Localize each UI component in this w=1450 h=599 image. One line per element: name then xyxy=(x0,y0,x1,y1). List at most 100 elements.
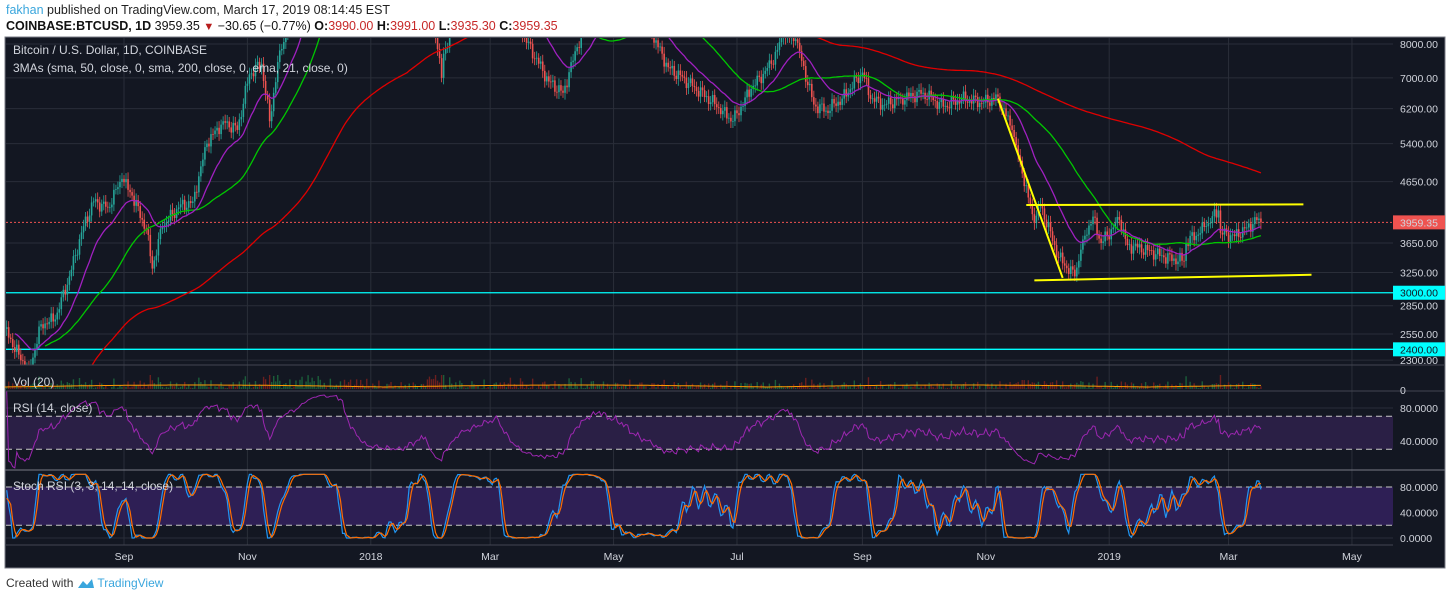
volume-bar xyxy=(36,385,38,389)
volume-bar xyxy=(487,386,489,389)
candle xyxy=(997,94,999,97)
volume-bar xyxy=(121,386,123,389)
volume-bar xyxy=(1201,381,1203,389)
volume-bar xyxy=(1110,381,1112,389)
volume-bar xyxy=(167,387,170,389)
candle xyxy=(780,38,783,43)
price-change: −30.65 (−0.77%) xyxy=(217,19,311,33)
volume-bar xyxy=(1219,375,1222,389)
volume-bar xyxy=(1055,380,1058,389)
horizontal-line-price-tag xyxy=(1393,285,1445,300)
volume-bar xyxy=(165,386,168,389)
candle xyxy=(1209,223,1212,224)
volume-bar xyxy=(1223,384,1226,389)
candle xyxy=(1183,260,1185,262)
candle xyxy=(189,201,192,203)
volume-bar xyxy=(552,387,554,389)
candle xyxy=(1011,125,1013,130)
candle xyxy=(1223,228,1226,235)
volume-bar xyxy=(582,388,584,389)
candle xyxy=(448,38,451,48)
volume-bar xyxy=(1130,382,1133,389)
candle xyxy=(537,57,540,64)
trendline[interactable] xyxy=(1034,273,1312,282)
trendlines[interactable] xyxy=(996,98,1312,282)
candle xyxy=(527,41,530,43)
candle xyxy=(875,96,878,102)
volume-bar xyxy=(463,387,465,389)
candle xyxy=(250,73,253,75)
volume-bar xyxy=(568,378,570,389)
volume-bar xyxy=(1203,385,1205,389)
volume-bar xyxy=(1082,381,1084,389)
candle xyxy=(214,130,216,135)
candle xyxy=(906,92,908,101)
candle xyxy=(673,65,676,76)
candle xyxy=(891,104,894,109)
candle xyxy=(1080,249,1082,261)
candle xyxy=(697,90,700,97)
volume-bar xyxy=(137,384,139,389)
candle xyxy=(978,102,981,108)
candle xyxy=(625,0,627,1)
candle xyxy=(96,199,99,203)
candle xyxy=(220,124,222,135)
candle xyxy=(1191,232,1193,236)
candle xyxy=(705,96,708,98)
volume-bar xyxy=(892,386,894,389)
volume-bar xyxy=(364,386,366,389)
volume-bar xyxy=(392,387,394,389)
volume-bar xyxy=(194,382,196,389)
tradingview-logo[interactable]: TradingView xyxy=(77,576,163,590)
volume-bar xyxy=(507,383,510,389)
volume-bar xyxy=(1108,385,1110,389)
volume-bar xyxy=(157,377,160,389)
volume-bar xyxy=(985,383,987,389)
volume-bar xyxy=(497,385,499,389)
candle xyxy=(107,206,109,208)
volume-bar xyxy=(596,385,599,389)
volume-bar xyxy=(635,386,637,389)
candle xyxy=(669,67,672,69)
candle xyxy=(1215,209,1218,218)
volume-pane xyxy=(4,375,1262,389)
candle xyxy=(677,70,680,79)
candle xyxy=(119,182,121,188)
candle xyxy=(958,100,961,104)
volume-bar xyxy=(790,386,793,389)
candle xyxy=(153,260,156,269)
author-link[interactable]: fakhan xyxy=(6,3,44,17)
volume-bar xyxy=(149,375,151,389)
volume-bar xyxy=(190,387,192,389)
volume-bar xyxy=(586,384,588,389)
candle xyxy=(1134,243,1137,247)
candle xyxy=(258,61,261,69)
candle xyxy=(173,214,176,218)
volume-bar xyxy=(922,388,924,389)
volume-bar xyxy=(285,383,287,389)
volume-bar xyxy=(1138,386,1141,389)
volume-bar xyxy=(366,378,368,389)
trendline[interactable] xyxy=(996,98,1064,279)
candle xyxy=(204,147,206,160)
candle xyxy=(693,85,696,88)
volume-bar xyxy=(123,386,125,389)
candle xyxy=(84,216,87,227)
stoch-tick-label: 80.0000 xyxy=(1400,482,1438,494)
volume-bar xyxy=(736,386,738,389)
candle xyxy=(711,95,714,103)
trendline[interactable] xyxy=(1026,203,1304,207)
candle xyxy=(991,97,993,106)
candle xyxy=(802,60,805,67)
candle xyxy=(750,88,752,97)
moving-averages xyxy=(14,38,1262,365)
candle xyxy=(754,85,756,87)
candle xyxy=(651,26,653,34)
volume-bar xyxy=(299,379,301,389)
volume-bar xyxy=(1179,382,1181,389)
candle xyxy=(764,70,767,74)
volume-bar xyxy=(10,388,12,389)
candle xyxy=(732,121,734,123)
candle xyxy=(62,289,65,298)
